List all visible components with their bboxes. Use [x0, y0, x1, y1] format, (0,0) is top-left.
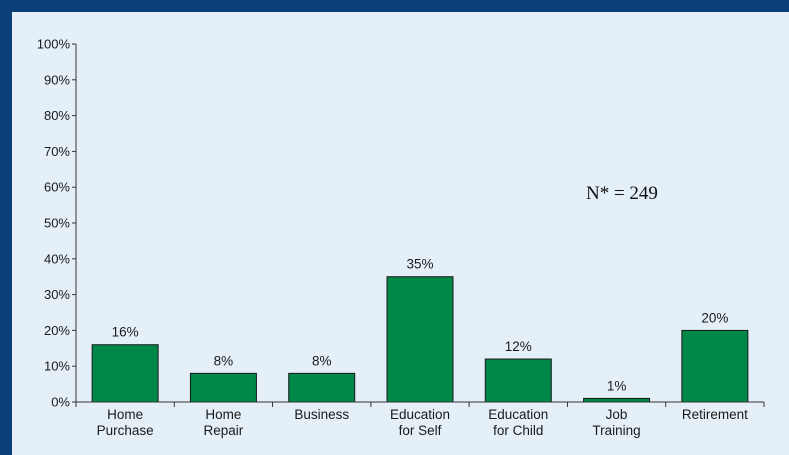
category-label: Retirement	[682, 407, 748, 422]
bar	[584, 398, 650, 402]
y-tick-label: 70%	[44, 144, 70, 159]
y-tick-label: 20%	[44, 323, 70, 338]
bar	[92, 345, 158, 402]
x-axis: Home Purchase Home Repair Business Education f…	[76, 402, 764, 438]
category-label: Home Purchase	[97, 407, 154, 438]
category-label: Home Repair	[204, 407, 244, 438]
category-label: Education for Self	[390, 407, 450, 438]
bar-value-label: 12%	[505, 339, 532, 354]
bar-value-label: 8%	[214, 353, 234, 368]
y-axis: 0% 10% 20% 30% 40% 50% 60% 70% 80% 90% 100%	[37, 37, 76, 410]
bar-value-label: 16%	[112, 325, 139, 340]
y-tick-label: 30%	[44, 287, 70, 302]
y-tick-label: 50%	[44, 216, 70, 231]
bar	[682, 330, 748, 402]
bar	[387, 277, 453, 402]
category-label: Business	[294, 407, 349, 422]
y-tick-label: 80%	[44, 108, 70, 123]
bar-chart: 0% 10% 20% 30% 40% 50% 60% 70% 80% 90% 100% 16% 8% 8…	[12, 12, 789, 455]
category-label: Job Training	[592, 407, 640, 438]
y-tick-label: 40%	[44, 251, 70, 266]
chart-panel: 0% 10% 20% 30% 40% 50% 60% 70% 80% 90% 100% 16% 8% 8…	[12, 12, 789, 455]
bar-value-label: 8%	[312, 353, 332, 368]
bar	[289, 373, 355, 402]
y-tick-label: 60%	[44, 180, 70, 195]
y-tick-label: 10%	[44, 359, 70, 374]
category-label: Education for Child	[488, 407, 548, 438]
y-tick-label: 100%	[37, 37, 71, 52]
bar	[190, 373, 256, 402]
bar	[485, 359, 551, 402]
bar-value-label: 20%	[701, 310, 728, 325]
bar-value-label: 35%	[406, 257, 433, 272]
y-tick-label: 90%	[44, 72, 70, 87]
y-tick-label: 0%	[51, 395, 70, 410]
sample-size-annotation: N* = 249	[586, 183, 658, 204]
bars: 16% 8% 8% 35% 12% 1% 20%	[92, 257, 748, 402]
bar-value-label: 1%	[607, 378, 627, 393]
